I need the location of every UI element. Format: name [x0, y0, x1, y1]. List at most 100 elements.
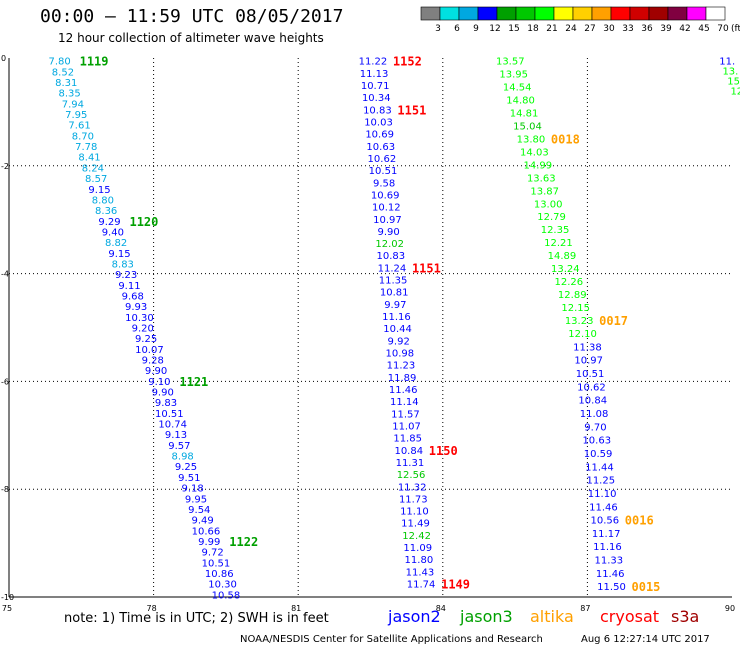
legend-tick-label: 30 — [603, 24, 615, 34]
legend-tick-label: 36 — [641, 24, 653, 34]
wave-height-label: 12.02 — [375, 239, 404, 250]
wave-height-label: 11.24 — [378, 263, 407, 274]
wave-height-label: 10.66 — [192, 526, 221, 537]
legend-tick-label: 42 — [679, 24, 690, 34]
wave-height-label: 12.42 — [402, 531, 431, 542]
wave-height-label: 9.20 — [132, 324, 154, 335]
pass-time-label: 0016 — [625, 514, 654, 528]
wave-height-label: 11.31 — [396, 458, 425, 469]
wave-height-label: 8.57 — [85, 174, 107, 185]
wave-height-label: 11.07 — [392, 421, 421, 432]
wave-height-label: 13.57 — [496, 57, 525, 68]
footer-note: note: 1) Time is in UTC; 2) SWH is in fe… — [64, 611, 329, 626]
wave-height-label: 11.46 — [389, 385, 418, 396]
wave-height-label: 10.69 — [371, 190, 400, 201]
wave-height-label: 9.90 — [377, 227, 399, 238]
y-tick-label: -10 — [1, 593, 14, 602]
wave-height-label: 9.49 — [191, 516, 213, 527]
wave-height-label: 13.63 — [527, 173, 556, 184]
wave-height-label: 9.29 — [98, 217, 120, 228]
wave-height-label: 9.93 — [125, 302, 147, 313]
wave-height-label: 8.35 — [58, 89, 80, 100]
wave-height-label: 15 — [727, 76, 740, 87]
wave-height-label: 9.25 — [135, 334, 157, 345]
wave-height-label: 12.56 — [397, 470, 426, 481]
wave-height-label: 13.24 — [551, 264, 580, 275]
wave-height-label: 11.33 — [595, 556, 624, 567]
legend-tick-label: 33 — [622, 24, 633, 34]
wave-height-label: 7.94 — [62, 99, 84, 110]
legend-swatch — [610, 6, 631, 21]
legend-swatch — [420, 6, 441, 21]
x-tick-label: 81 — [291, 604, 301, 613]
wave-height-label: 9.90 — [145, 366, 167, 377]
pass-time-label: 1120 — [129, 215, 158, 229]
wave-height-label: 9.57 — [168, 441, 190, 452]
wave-height-label: 11.80 — [405, 555, 434, 566]
legend-swatch — [496, 6, 517, 21]
legend-swatch — [705, 6, 726, 21]
pass-time-label: 1150 — [429, 444, 458, 458]
wave-height-label: 9.25 — [175, 462, 197, 473]
wave-height-label: 13.87 — [530, 186, 559, 197]
x-tick-label: 84 — [436, 604, 446, 613]
legend-tick-label: 3 — [435, 24, 441, 34]
wave-height-label: 11.25 — [586, 476, 615, 487]
wave-height-label: 8.41 — [78, 153, 100, 164]
y-tick-label: -6 — [1, 377, 9, 386]
wave-height-label: 10.03 — [364, 117, 393, 128]
pass-time-label: 0017 — [599, 314, 628, 328]
wave-height-label: 14.03 — [520, 147, 549, 158]
x-tick-label: 90 — [725, 604, 735, 613]
footer-center-credit: NOAA/NESDIS Center for Satellite Applica… — [240, 634, 543, 645]
wave-height-label: 11.08 — [580, 409, 609, 420]
wave-height-label: 10.51 — [576, 369, 605, 380]
wave-height-label: 10.63 — [366, 142, 395, 153]
wave-height-label: 10.34 — [362, 93, 391, 104]
wave-height-label: 8.31 — [55, 78, 77, 89]
wave-height-label: 10.83 — [363, 105, 392, 116]
pass-time-label: 1119 — [80, 55, 109, 69]
wave-height-label: 8.24 — [82, 163, 104, 174]
legend-tick-label: 18 — [527, 24, 539, 34]
wave-height-label: 7.95 — [65, 110, 87, 121]
wave-height-label: 11.73 — [399, 494, 428, 505]
wave-height-label: 8.52 — [52, 67, 74, 78]
wave-height-label: 11.13 — [360, 69, 389, 80]
wave-height-label: 13.80 — [517, 134, 546, 145]
legend-swatch — [477, 6, 498, 21]
wave-height-label: 10.63 — [582, 436, 611, 447]
wave-height-label: 14.99 — [524, 160, 553, 171]
wave-height-label: 11.46 — [596, 569, 625, 580]
y-tick-label: 0 — [1, 54, 6, 63]
wave-height-label: 9.15 — [108, 249, 130, 260]
legend-tick-label: 9 — [473, 24, 479, 34]
x-tick-label: 87 — [580, 604, 590, 613]
legend-unit-label: (ft) — [731, 24, 740, 34]
wave-height-label: 10.62 — [577, 382, 606, 393]
wave-height-label: 10.81 — [380, 288, 409, 299]
wave-height-label: 10.51 — [155, 409, 184, 420]
satellite-legend-jason2: jason2 — [388, 607, 441, 626]
legend-tick-label: 45 — [698, 24, 709, 34]
wave-height-label: 11.49 — [401, 519, 430, 530]
legend-tick-label: 6 — [454, 24, 460, 34]
legend-tick-label: 21 — [546, 24, 557, 34]
wave-height-label: 10.30 — [208, 580, 237, 591]
pass-time-label: 1149 — [441, 578, 470, 592]
y-tick-label: -8 — [1, 485, 9, 494]
wave-height-label: 11.16 — [593, 542, 622, 553]
pass-time-label: 1122 — [229, 535, 258, 549]
wave-height-label: 10.84 — [578, 396, 607, 407]
wave-height-label: 11.50 — [597, 582, 626, 593]
wave-height-label: 9.92 — [388, 336, 410, 347]
wave-height-label: 10.56 — [590, 516, 619, 527]
wave-height-label: 9.68 — [122, 291, 144, 302]
wave-height-label: 9.40 — [102, 227, 124, 238]
legend-swatch — [439, 6, 460, 21]
legend-tick-label: 39 — [660, 24, 672, 34]
wave-height-label: 9.83 — [155, 398, 177, 409]
wave-height-label: 9.54 — [188, 505, 210, 516]
